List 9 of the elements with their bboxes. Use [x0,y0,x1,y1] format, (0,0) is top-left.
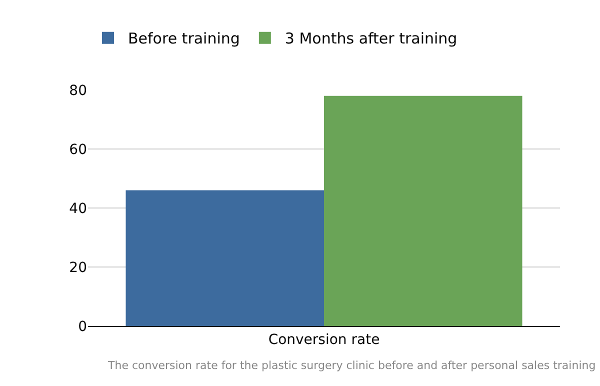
legend-label: 3 Months after training [284,30,458,48]
x-tick-label: Conversion rate [268,332,380,348]
y-tick-label: 60 [69,142,87,158]
text: The conversion rate for the plastic surgery clinic before and after personal sales training [107,359,596,372]
y-tick-label: 0 [78,318,87,335]
legend-label: Before training [128,30,240,48]
y-tick-label: 20 [69,260,87,276]
y-tick-label: 40 [69,200,87,217]
y-tick-label: 80 [69,82,87,99]
